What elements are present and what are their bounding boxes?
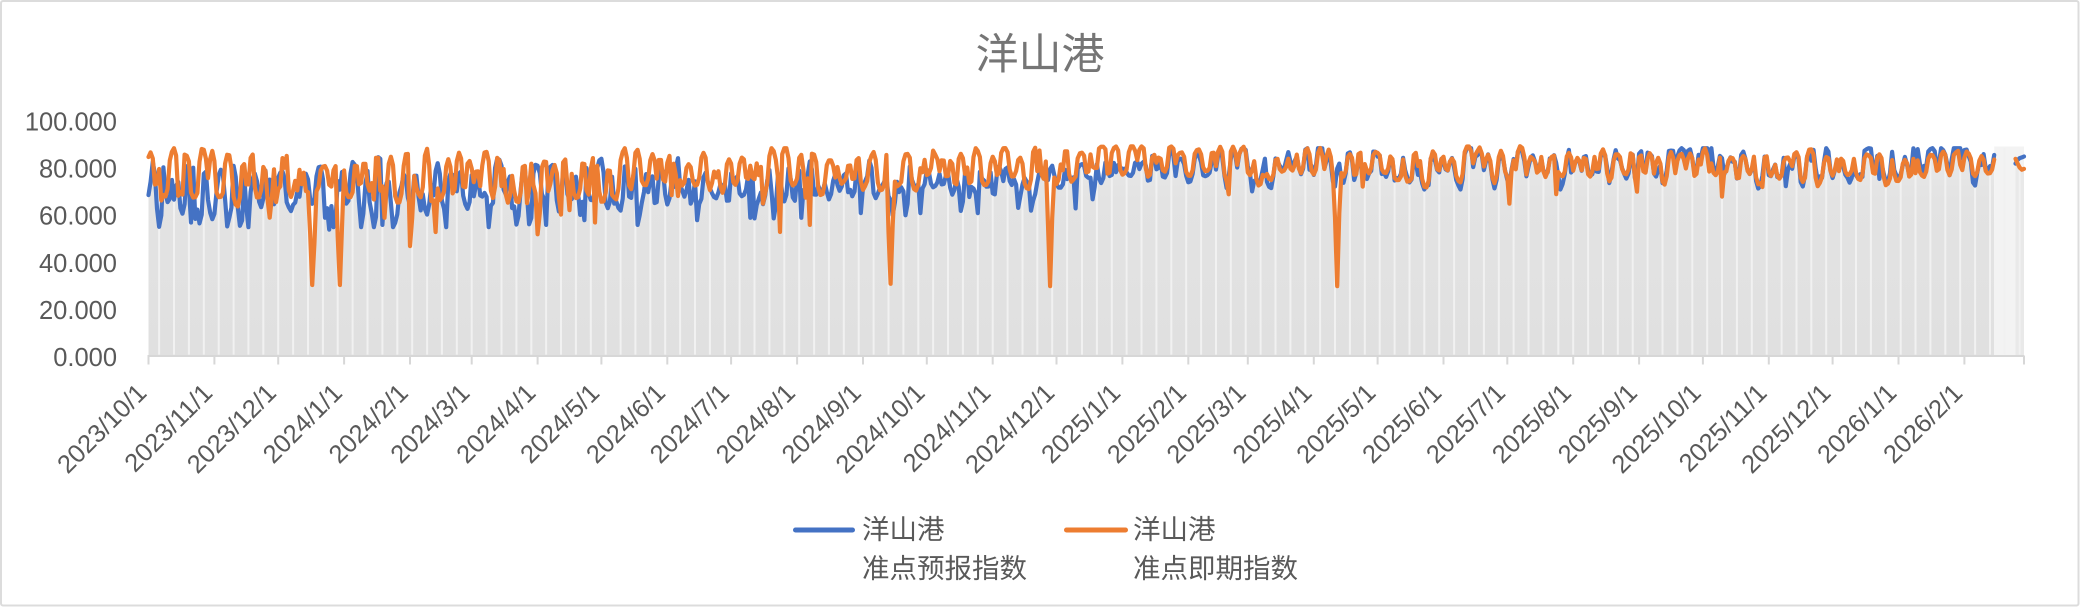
svg-text:20.000: 20.000 bbox=[39, 297, 117, 325]
svg-text:40.000: 40.000 bbox=[39, 250, 117, 278]
svg-text:60.000: 60.000 bbox=[39, 203, 117, 231]
svg-text:0.000: 0.000 bbox=[53, 344, 117, 372]
svg-text:100.000: 100.000 bbox=[25, 108, 117, 136]
svg-text:80.000: 80.000 bbox=[39, 156, 117, 184]
